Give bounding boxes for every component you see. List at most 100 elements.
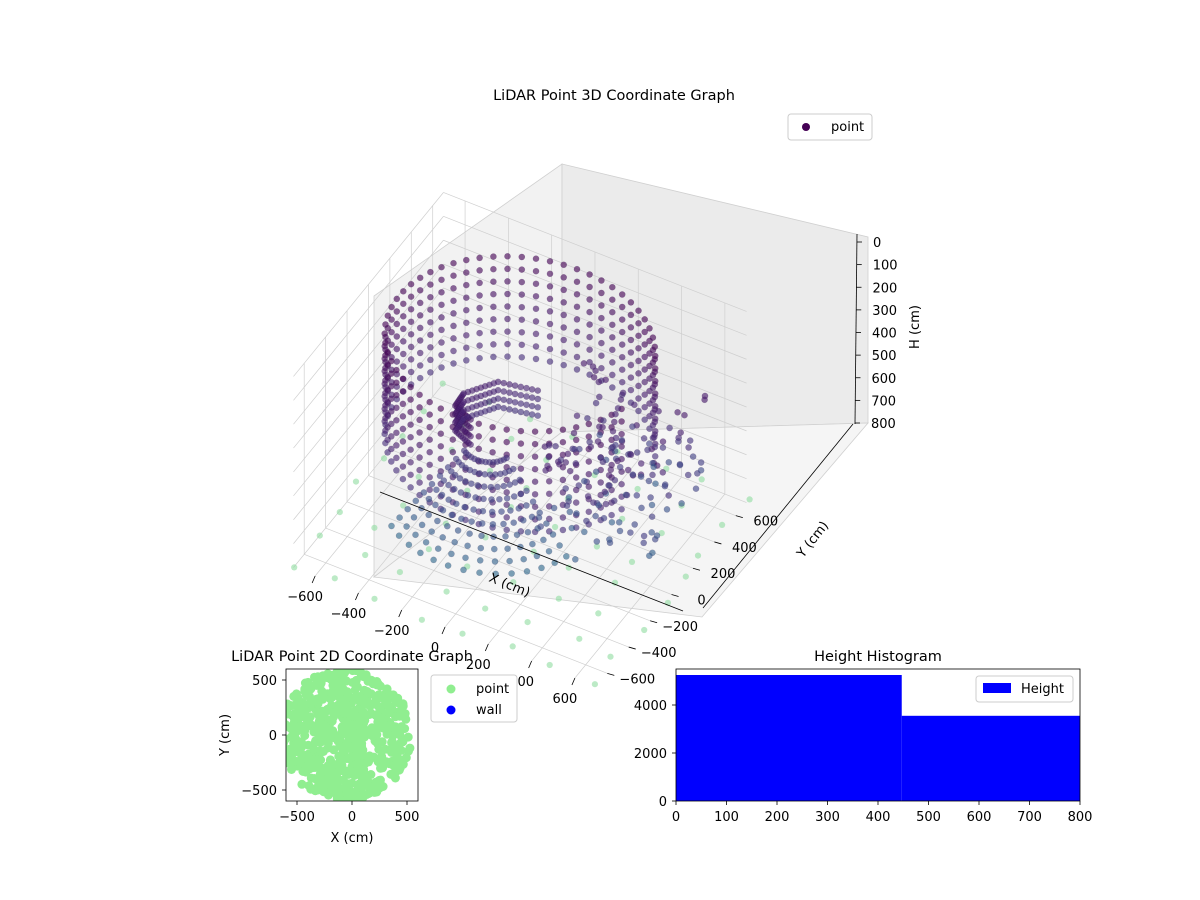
scatter-point-3d	[508, 570, 515, 577]
scatter-point-3d	[565, 564, 572, 571]
scatter-point-3d	[438, 301, 445, 309]
scatter-point-3d	[611, 418, 618, 426]
scatter-point-3d	[449, 448, 457, 456]
scatter-point-3d	[452, 500, 460, 508]
scatter-point-3d	[682, 573, 689, 580]
scatter-point-3d	[393, 454, 400, 462]
scatter-point-3d	[616, 527, 624, 535]
scatter-point-3d	[641, 391, 649, 399]
scatter-point-3d	[573, 316, 581, 323]
scatter-point-3d	[476, 329, 483, 337]
scatter-point-3d	[532, 330, 540, 338]
lidar-2d-panel: LiDAR Point 2D Coordinate Graph −500−500…	[218, 649, 518, 846]
scatter-point-3d	[404, 505, 412, 513]
scatter-point-2d	[367, 731, 377, 741]
scatter-point-3d	[439, 534, 447, 541]
scatter-point-3d	[609, 371, 616, 379]
grid-line-floor-x	[531, 476, 682, 662]
scatter-point-2d	[292, 726, 302, 736]
scatter-point-2d	[391, 747, 400, 757]
scatter-point-3d	[416, 362, 424, 369]
scatter-point-3d	[560, 274, 568, 281]
scatter-point-3d	[488, 508, 496, 516]
scatter-point-3d	[504, 303, 511, 310]
scatter-point-3d	[450, 347, 457, 355]
scatter-point-3d	[659, 438, 667, 445]
scatter-point-3d	[635, 382, 642, 390]
scatter-point-3d	[518, 328, 526, 336]
scatter-point-3d	[399, 338, 407, 345]
scatter-point-3d	[464, 492, 472, 499]
scatter-point-3d	[528, 386, 536, 393]
scatter-point-3d	[504, 265, 511, 273]
scatter-point-3d	[490, 315, 497, 323]
scatter-point-3d	[509, 465, 517, 473]
scatter-point-3d	[618, 505, 625, 513]
scatter-point-2d	[341, 707, 351, 717]
scatter-point-3d	[467, 480, 475, 488]
scatter-point-3d	[674, 408, 681, 416]
x-axis-line	[379, 491, 684, 612]
scatter-point-3d	[534, 403, 542, 411]
scatter-point-3d	[437, 417, 445, 425]
y-tick-3d	[607, 672, 615, 676]
scatter-point-3d	[573, 412, 581, 420]
scatter-point-3d	[399, 375, 407, 383]
scatter-point-3d	[388, 522, 395, 530]
scatter-point-3d	[598, 364, 605, 372]
y-tick-3d	[650, 620, 658, 624]
scatter-point-3d	[399, 300, 407, 308]
scatter-point-3d	[607, 466, 615, 474]
scatter-point-2d	[346, 727, 356, 737]
legend-hist-frame	[975, 675, 1074, 703]
scatter-point-3d	[532, 305, 540, 313]
scatter-point-3d	[461, 503, 469, 511]
scatter-point-3d	[532, 267, 540, 275]
scatter-point-3d	[508, 435, 515, 442]
scatter-point-2d	[400, 724, 410, 734]
y-tick-label-2d: 0	[269, 729, 277, 744]
y-tick-label-3d: −400	[641, 646, 677, 661]
scatter-point-3d	[492, 570, 500, 578]
scatter-point-3d	[395, 532, 403, 540]
scatter-point-3d	[418, 521, 426, 529]
scatter-point-3d	[407, 471, 414, 479]
scatter-point-3d	[529, 498, 537, 506]
scatter-point-3d	[573, 353, 581, 361]
scatter-point-3d	[520, 517, 527, 524]
scatter-point-3d	[641, 316, 649, 323]
scatter-point-3d	[393, 333, 401, 340]
scatter-point-3d	[572, 474, 580, 481]
scatter-point-3d	[573, 265, 581, 273]
scatter-point-3d	[585, 458, 593, 465]
scatter-point-3d	[475, 445, 483, 453]
scatter-point-3d	[417, 549, 424, 557]
scatter-point-3d	[316, 532, 323, 539]
scatter-point-3d	[426, 448, 434, 456]
scatter-point-3d	[511, 382, 519, 389]
scatter-point-3d	[399, 400, 407, 408]
scatter-point-3d	[382, 339, 389, 347]
scatter-point-3d	[436, 472, 444, 480]
scatter-point-3d	[523, 502, 530, 509]
scatter-point-3d	[573, 510, 580, 517]
scatter-point-3d	[681, 411, 688, 419]
scatter-point-3d	[476, 279, 483, 287]
scatter-point-3d	[388, 328, 395, 336]
scatter-point-3d	[462, 256, 470, 264]
scatter-point-3d	[480, 483, 488, 490]
scatter-point-2d	[334, 751, 344, 761]
legend-2d-label-point: point	[476, 682, 509, 697]
scatter-point-3d	[427, 306, 434, 314]
scatter-point-3d	[504, 315, 511, 323]
scatter-point-3d	[520, 555, 528, 563]
scatter-point-3d	[449, 436, 457, 443]
scatter-point-3d	[427, 369, 434, 376]
scatter-point-3d	[518, 266, 526, 273]
scatter-point-3d	[565, 493, 573, 501]
scatter-point-3d	[585, 470, 593, 478]
scatter-point-3d	[426, 423, 434, 431]
scatter-point-3d	[598, 289, 605, 297]
scatter-point-3d	[517, 490, 525, 498]
grid-line-back-horizontal	[443, 359, 747, 479]
